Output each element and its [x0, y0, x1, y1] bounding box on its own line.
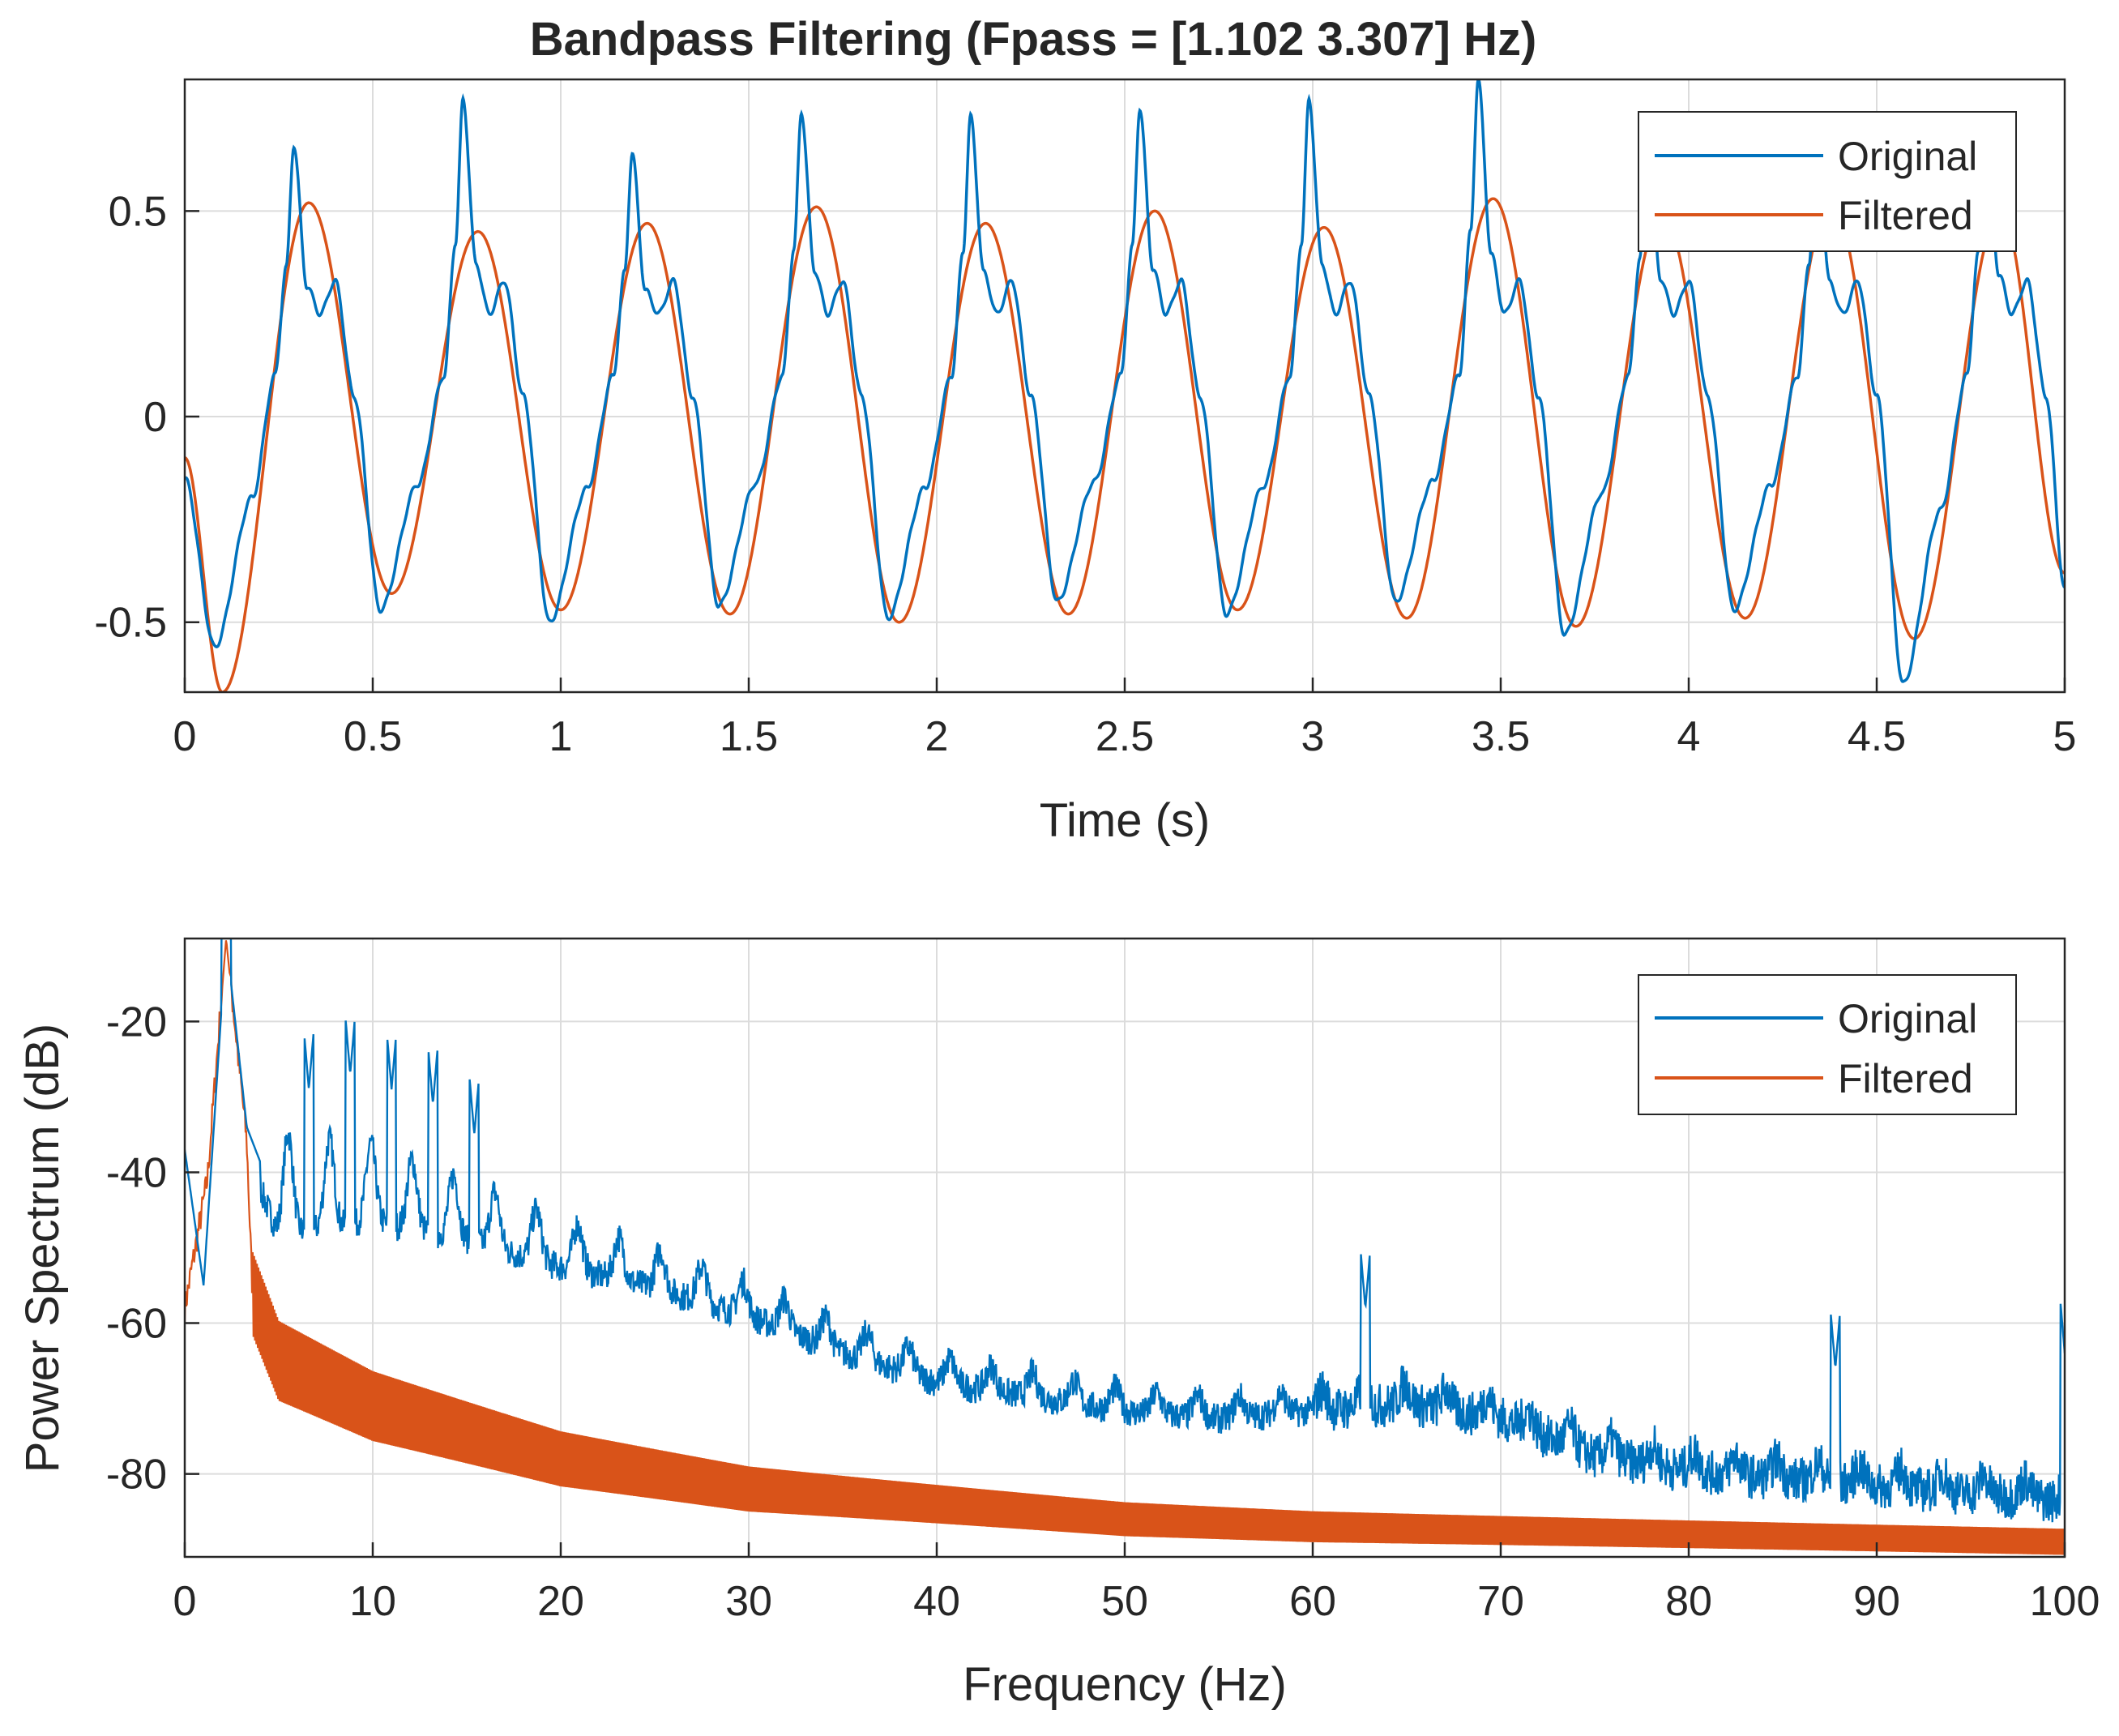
time-domain-chart: Bandpass Filtering (Fpass = [1.102 3.307… [94, 13, 2076, 847]
frequency-domain-chart: 0 10 20 30 40 50 60 70 80 90 100 -80 -60 -40 -20 Freq… [16, 937, 2100, 1711]
x-tick-label: 2.5 [1096, 713, 1154, 760]
x-tick-label: 70 [1477, 1578, 1524, 1625]
series-filtered [185, 940, 2065, 1555]
series-filtered [185, 197, 2065, 692]
x-tick-label: 4 [1677, 713, 1701, 760]
legend-box [1638, 974, 2017, 1115]
x-tick-label: 1 [549, 713, 573, 760]
legend-label-original: Original [1838, 134, 1977, 179]
y-tick-labels: -80 -60 -40 -20 [106, 998, 199, 1499]
y-tick-label: -20 [106, 998, 167, 1045]
x-tick-label: 3 [1301, 713, 1325, 760]
series-original [185, 79, 2065, 683]
x-tick-label: 40 [913, 1578, 960, 1625]
legend-label-original: Original [1838, 996, 1977, 1041]
y-tick-label: 0.5 [109, 188, 167, 235]
series-lines [185, 939, 2065, 1555]
x-tick-label: 0.5 [344, 713, 402, 760]
x-tick-label: 50 [1101, 1578, 1148, 1625]
legend-box [1638, 111, 2017, 252]
x-tick-label: 90 [1853, 1578, 1900, 1625]
x-tick-label: 60 [1289, 1578, 1336, 1625]
y-tick-label: -80 [106, 1452, 167, 1499]
x-tick-label: 3.5 [1472, 713, 1530, 760]
y-tick-labels: -0.5 0 0.5 [94, 188, 199, 647]
legend-label-filtered: Filtered [1838, 193, 1973, 238]
y-tick-label: -0.5 [94, 600, 167, 647]
x-tick-label: 1.5 [720, 713, 778, 760]
x-axis-label: Time (s) [1040, 794, 1210, 847]
x-tick-label: 20 [537, 1578, 584, 1625]
x-tick-labels: 0 10 20 30 40 50 60 70 80 90 100 [173, 1542, 2100, 1625]
legend-label-filtered: Filtered [1838, 1056, 1973, 1101]
x-tick-label: 0 [173, 713, 197, 760]
chart-title: Bandpass Filtering (Fpass = [1.102 3.307… [530, 13, 1537, 66]
x-tick-label: 0 [173, 1578, 197, 1625]
y-tick-label: -60 [106, 1301, 167, 1348]
x-tick-label: 30 [725, 1578, 772, 1625]
x-tick-labels: 0 0.5 1 1.5 2 2.5 3 3.5 4 4.5 5 [173, 678, 2077, 760]
legend: Original Filtered [1638, 111, 2017, 252]
x-tick-label: 4.5 [1848, 713, 1906, 760]
x-tick-label: 2 [925, 713, 949, 760]
legend: Original Filtered [1638, 974, 2017, 1115]
x-tick-label: 80 [1665, 1578, 1712, 1625]
series-lines [185, 79, 2065, 692]
y-tick-label: 0 [143, 394, 167, 441]
x-tick-label: 100 [2030, 1578, 2100, 1625]
series-original [185, 939, 2065, 1523]
y-axis-label: Power Spectrum (dB) [16, 1024, 69, 1473]
x-tick-label: 5 [2053, 713, 2077, 760]
y-tick-label: -40 [106, 1149, 167, 1196]
x-axis-label: Frequency (Hz) [963, 1658, 1287, 1711]
x-tick-label: 10 [349, 1578, 396, 1625]
